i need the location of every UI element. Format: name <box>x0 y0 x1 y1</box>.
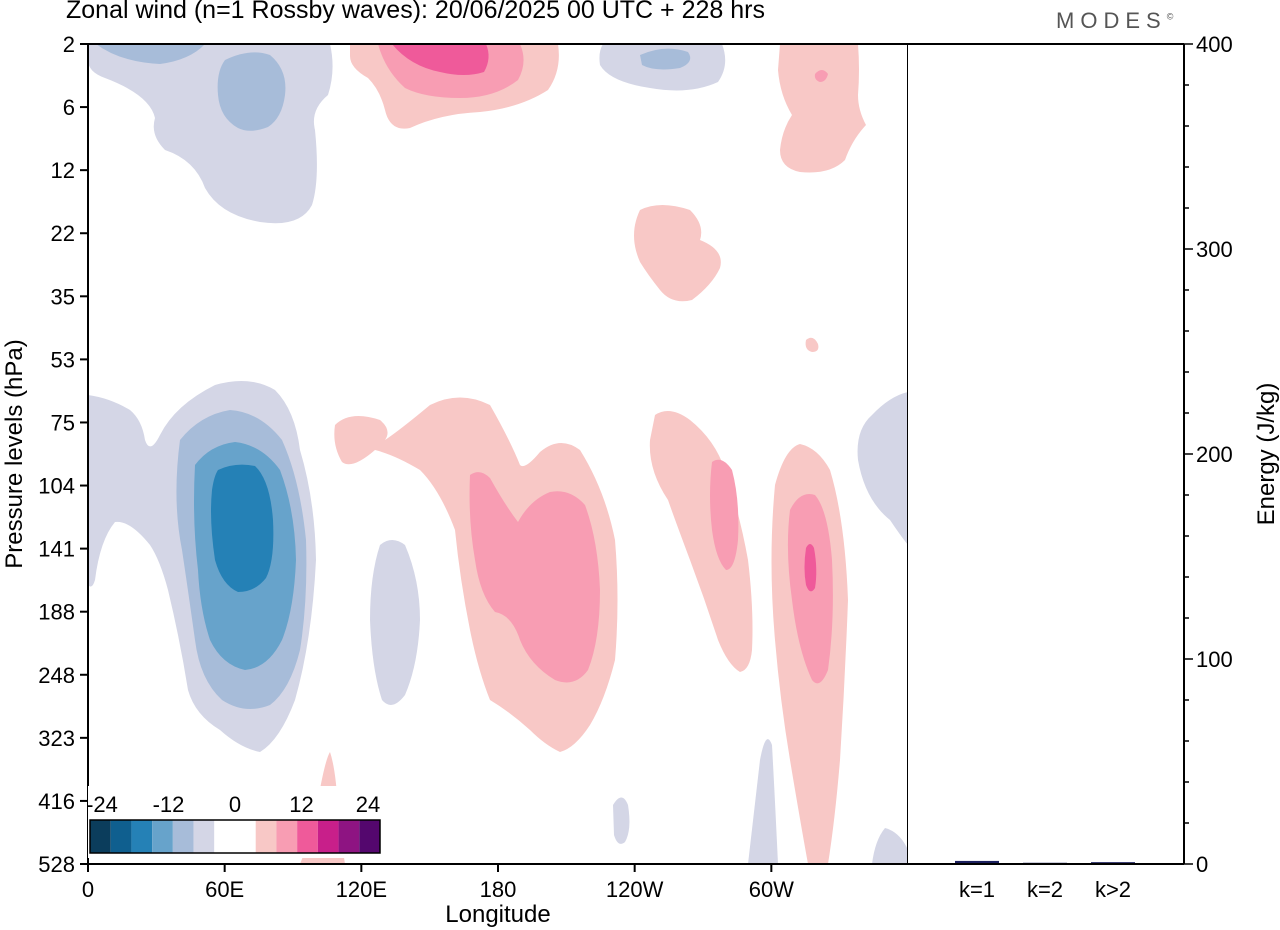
y-tick-label: 323 <box>38 726 75 751</box>
wavenumber-label: k=2 <box>1027 877 1063 902</box>
energy-bar-chart: 0 100 200 300 400 k=1 k=2 k>2 Energy (J/kg) <box>908 32 1280 902</box>
energy-tick-label: 300 <box>1196 237 1233 262</box>
neg-contour-top-right-2 <box>640 48 691 70</box>
y-tick-label: 188 <box>38 600 75 625</box>
pos-contour-small-dot <box>805 337 819 352</box>
colorbar-swatch <box>317 820 339 853</box>
colorbar-swatch <box>110 820 132 853</box>
longitude-axis: 0 60E 120E 180 120W 60W <box>82 864 794 902</box>
energy-tick-label: 400 <box>1196 32 1233 57</box>
pos-contour-top-right-2 <box>814 70 828 82</box>
neg-contour-top-edge-2 <box>96 44 205 64</box>
y-tick-label: 141 <box>38 537 75 562</box>
energy-tick-label: 200 <box>1196 442 1233 467</box>
y-tick-label: 416 <box>38 789 75 814</box>
y-tick-label: 248 <box>38 663 75 688</box>
colorbar-swatch <box>90 820 111 853</box>
y-tick-label: 528 <box>38 852 75 877</box>
colorbar-swatch <box>214 820 235 853</box>
pos-contour-mid-upper <box>634 205 721 302</box>
pos-contour-main-2 <box>469 472 600 683</box>
neg-contour-bottom-2 <box>748 739 778 864</box>
colorbar: -24 -12 0 12 24 <box>86 786 382 858</box>
energy-bar <box>955 860 999 864</box>
wavenumber-label: k=1 <box>959 877 995 902</box>
pos-contour-top-3 <box>392 44 489 75</box>
brand-logo: MODES© <box>1056 8 1174 33</box>
y-tick-label: 2 <box>63 32 75 57</box>
energy-tick-label: 100 <box>1196 647 1233 672</box>
y-tick-label: 75 <box>51 410 75 435</box>
energy-tick-label: 0 <box>1196 852 1208 877</box>
x-tick-label: 120W <box>606 877 664 902</box>
neg-contour-mid-1 <box>370 540 420 705</box>
neg-contour-bottom-1 <box>613 797 630 844</box>
colorbar-swatch <box>152 820 173 853</box>
chart-title: Zonal wind (n=1 Rossby waves): 20/06/202… <box>66 0 765 24</box>
colorbar-swatch <box>338 820 360 853</box>
colorbar-swatch <box>172 820 194 853</box>
x-tick-label: 60W <box>749 877 794 902</box>
pressure-axis: 2 6 12 22 35 53 75 104 141 188 248 323 416 528 <box>38 32 88 877</box>
heatmap-plot: 2 6 12 22 35 53 75 104 141 188 248 323 416 528 0 60E 12… <box>1 32 909 928</box>
colorbar-label: 12 <box>289 792 313 817</box>
y-tick-label: 22 <box>51 221 75 246</box>
y-tick-label: 104 <box>38 474 75 499</box>
neg-contour-top-left-2 <box>217 52 286 131</box>
colorbar-label: 24 <box>356 792 380 817</box>
pos-contour-right-a-2 <box>710 459 739 570</box>
pos-contour-top-right-1 <box>778 44 866 173</box>
pos-contour-right-b-3 <box>804 544 817 592</box>
x-tick-label: 180 <box>480 877 517 902</box>
neg-contour-right-edge-1 <box>857 392 908 545</box>
y-tick-label: 12 <box>51 158 75 183</box>
wavenumber-label: k>2 <box>1095 877 1131 902</box>
x-tick-label: 60E <box>205 877 244 902</box>
colorbar-swatch <box>297 820 318 853</box>
x-tick-label: 120E <box>336 877 387 902</box>
energy-axis: 0 100 200 300 400 <box>1184 32 1233 877</box>
colorbar-swatch <box>235 820 256 853</box>
colorbar-swatch <box>359 820 380 853</box>
energy-axis-label: Energy (J/kg) <box>1253 383 1280 526</box>
colorbar-swatches <box>89 819 381 854</box>
colorbar-swatch <box>131 820 153 853</box>
y-tick-label: 6 <box>63 95 75 120</box>
x-tick-label: 0 <box>82 877 94 902</box>
colorbar-swatch <box>255 820 277 853</box>
colorbar-swatch <box>193 820 215 853</box>
y-axis-label: Pressure levels (hPa) <box>1 339 28 568</box>
contour-fields <box>88 44 908 864</box>
colorbar-labels: -24 -12 0 12 24 <box>86 792 380 817</box>
wavenumber-axis: k=1 k=2 k>2 <box>959 877 1131 902</box>
colorbar-swatch <box>276 820 298 853</box>
y-tick-label: 53 <box>51 347 75 372</box>
neg-contour-main-4 <box>211 464 274 592</box>
y-tick-label: 35 <box>51 284 75 309</box>
neg-contour-bottom-3 <box>872 828 908 864</box>
colorbar-label: 0 <box>229 792 241 817</box>
colorbar-label: -24 <box>86 792 118 817</box>
colorbar-label: -12 <box>153 792 185 817</box>
x-axis-label: Longitude <box>445 901 550 928</box>
